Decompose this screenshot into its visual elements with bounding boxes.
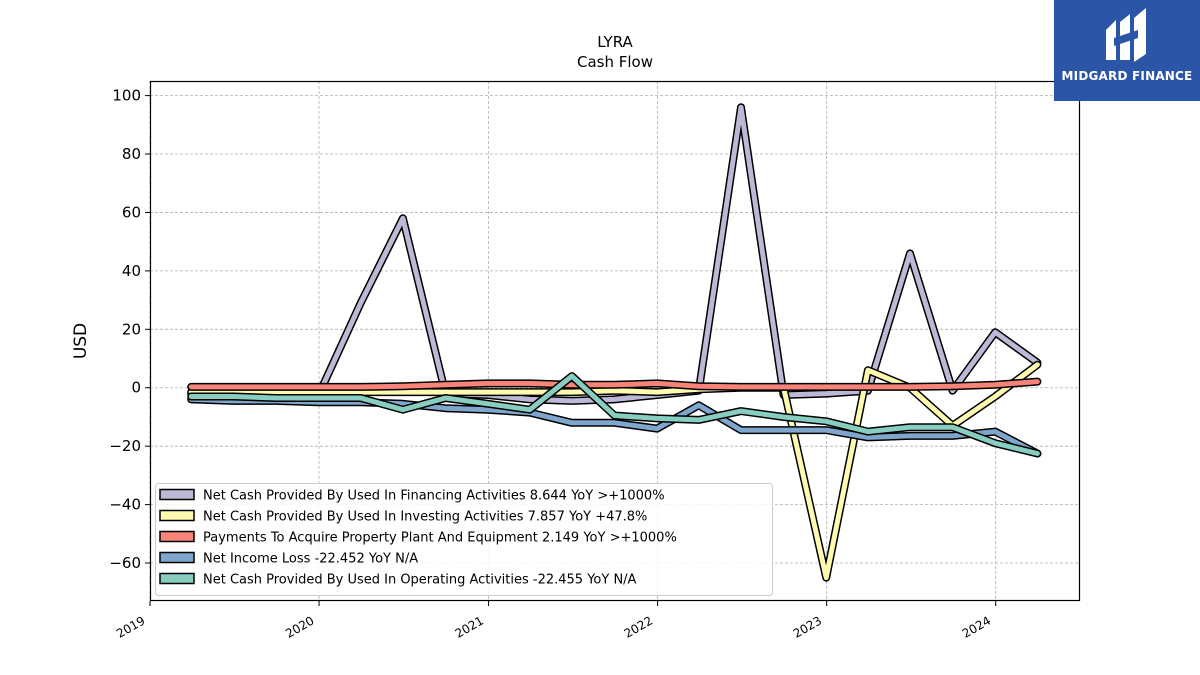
midgard-finance-logo: MIDGARD FINANCE <box>1054 0 1200 101</box>
x-tick-label: 2021 <box>453 613 486 640</box>
y-tick-label: −60 <box>109 554 141 572</box>
series-line <box>188 362 1040 581</box>
midgard-logo-mark-icon <box>1106 8 1146 62</box>
legend: Net Cash Provided By Used In Financing A… <box>155 483 773 596</box>
series-line <box>188 396 1040 456</box>
legend-swatch <box>159 530 195 543</box>
y-tick-label: 80 <box>122 145 141 163</box>
legend-label: Payments To Acquire Property Plant And E… <box>203 531 677 546</box>
legend-swatch <box>159 551 195 564</box>
plot-frame <box>149 80 1081 602</box>
series-line <box>188 104 1040 404</box>
y-tick-label: 60 <box>122 203 141 221</box>
y-tick-label: −20 <box>109 437 141 455</box>
y-tick-label: 100 <box>112 87 141 105</box>
legend-label: Net Cash Provided By Used In Financing A… <box>203 489 665 504</box>
x-tick-label: 2024 <box>960 613 993 640</box>
legend-box <box>155 483 773 596</box>
series-lines <box>187 103 1042 582</box>
legend-label: Net Income Loss -22.452 YoY N/A <box>203 552 418 567</box>
legend-label: Net Cash Provided By Used In Operating A… <box>203 573 637 588</box>
x-tick-label: 2019 <box>114 613 147 640</box>
series-line <box>188 379 1040 390</box>
legend-swatch <box>159 572 195 585</box>
x-tick-label: 2020 <box>283 613 316 640</box>
y-tick-label: −40 <box>109 496 141 514</box>
y-axis-label: USD <box>71 323 91 359</box>
legend-swatch <box>159 488 195 501</box>
x-tick-label: 2023 <box>791 613 824 640</box>
x-tick-label: 2022 <box>622 613 655 640</box>
y-tick-label: 0 <box>131 379 141 397</box>
brand-name: MIDGARD FINANCE <box>1061 69 1193 83</box>
legend-label: Net Cash Provided By Used In Investing A… <box>203 510 647 525</box>
chart-title: LYRA <box>597 33 633 51</box>
legend-swatch <box>159 509 195 522</box>
series-line <box>188 373 1040 456</box>
chart-subtitle: Cash Flow <box>577 53 653 71</box>
y-tick-label: 40 <box>122 262 141 280</box>
y-tick-label: 20 <box>122 320 141 338</box>
